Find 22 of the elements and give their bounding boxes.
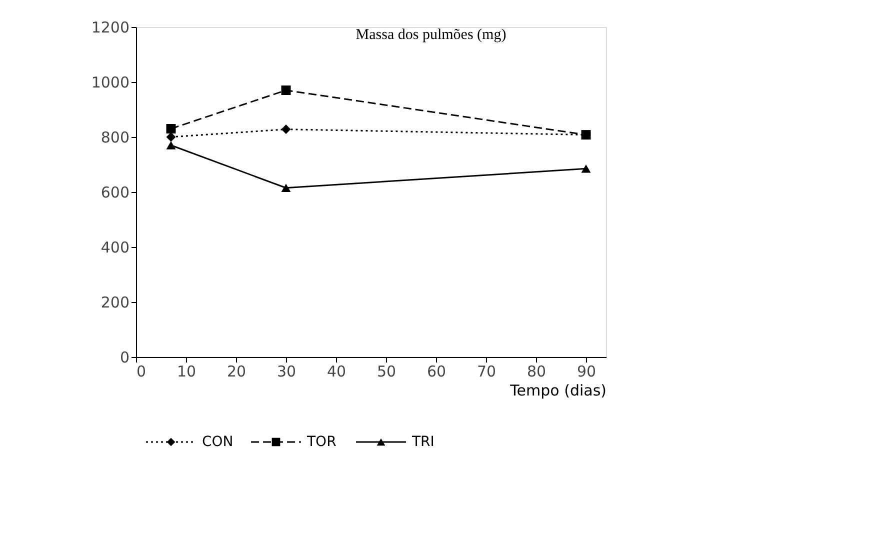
- x-tick-label: 90: [576, 362, 596, 380]
- x-tick-label: 50: [376, 362, 396, 380]
- y-tick-label: 0: [120, 348, 130, 366]
- x-tick-label: 80: [526, 362, 546, 380]
- y-tick-label: 400: [100, 238, 130, 256]
- x-tick-label: 70: [476, 362, 496, 380]
- x-tick-label: 20: [226, 362, 246, 380]
- y-tick-label: 1000: [91, 74, 130, 92]
- x-tick-label: 30: [276, 362, 296, 380]
- y-tick-label: 1200: [91, 18, 130, 36]
- x-tick-label: 60: [426, 362, 446, 380]
- legend-label: CON: [202, 434, 234, 450]
- x-tick-label: 10: [176, 362, 196, 380]
- y-tick-label: 800: [100, 128, 130, 146]
- legend-label: TRI: [411, 434, 434, 450]
- x-tick-label: 0: [136, 362, 146, 380]
- chart-title: Massa dos pulmões (mg): [356, 27, 506, 43]
- legend-label: TOR: [306, 434, 337, 450]
- x-axis-title: Tempo (dias): [509, 382, 606, 400]
- y-tick-label: 200: [100, 294, 130, 312]
- x-tick-label: 40: [326, 362, 346, 380]
- y-tick-label: 600: [100, 184, 130, 202]
